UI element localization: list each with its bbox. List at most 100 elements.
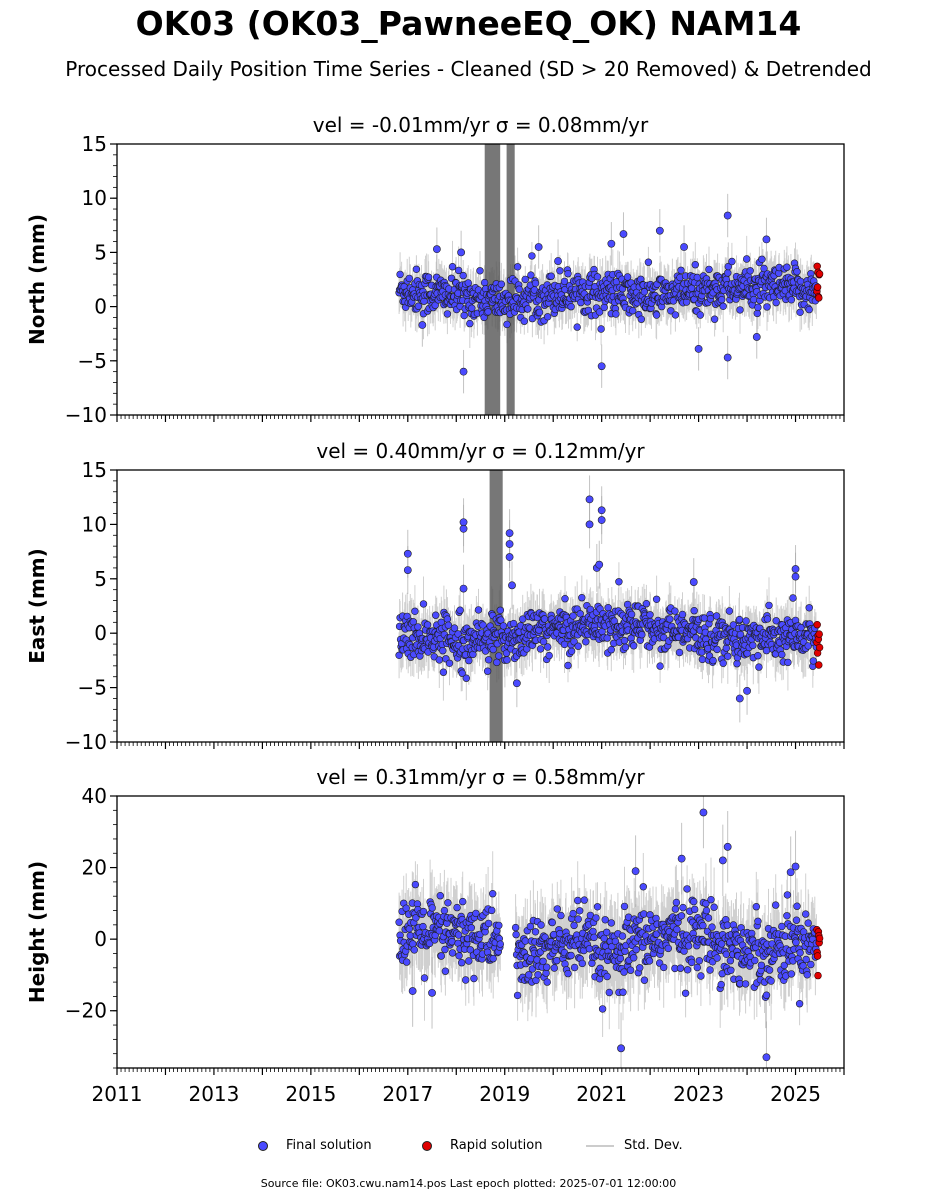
plot-area xyxy=(395,470,824,742)
x-axis: 2011 2013 2015 2017 2019 2021 2023 2025 xyxy=(92,1068,845,1106)
data-point xyxy=(736,630,745,639)
data-point xyxy=(671,905,680,913)
data-point xyxy=(483,667,492,675)
data-point xyxy=(574,642,582,650)
legend-rapid-label: Rapid solution xyxy=(450,1138,543,1153)
data-point xyxy=(582,638,590,646)
y-tick-label: 20 xyxy=(82,856,107,880)
outlier-point xyxy=(631,867,640,876)
data-point xyxy=(556,929,564,938)
y-tick-label: 0 xyxy=(94,295,107,319)
data-point xyxy=(479,621,487,629)
data-point xyxy=(620,902,629,911)
data-point xyxy=(444,621,453,629)
outlier-point xyxy=(459,518,468,527)
data-point xyxy=(778,922,786,931)
data-point xyxy=(728,257,736,266)
data-point xyxy=(574,915,582,923)
outlier-point xyxy=(505,553,514,561)
data-point xyxy=(524,305,532,313)
data-point xyxy=(697,972,705,980)
y-tick-label: 5 xyxy=(94,567,107,591)
data-point xyxy=(691,261,699,269)
legend-std-label: Std. Dev. xyxy=(624,1138,683,1153)
data-point xyxy=(750,295,758,304)
data-point xyxy=(678,610,687,619)
data-point xyxy=(787,296,796,304)
data-point xyxy=(639,883,647,891)
data-point xyxy=(495,652,503,660)
data-point xyxy=(604,603,612,612)
data-point xyxy=(419,600,428,608)
plot-area xyxy=(395,796,824,1068)
data-point xyxy=(787,970,796,978)
data-point xyxy=(542,963,551,971)
plot-frame xyxy=(116,469,845,743)
data-point xyxy=(465,656,473,665)
y-tick-label: −5 xyxy=(78,676,107,700)
outlier-point xyxy=(505,529,514,538)
data-point xyxy=(603,634,611,642)
data-point xyxy=(752,902,760,911)
data-point xyxy=(470,974,478,983)
outlier-point xyxy=(735,694,744,703)
data-point xyxy=(724,652,732,660)
data-point xyxy=(484,919,493,928)
data-point xyxy=(424,273,433,281)
data-point xyxy=(736,306,744,314)
data-point xyxy=(534,971,542,979)
data-point xyxy=(443,310,452,318)
data-point xyxy=(537,921,545,929)
data-point xyxy=(432,611,440,619)
legend-rapid-marker xyxy=(422,1140,432,1151)
outlier-point xyxy=(762,235,771,244)
outlier-point xyxy=(534,243,543,251)
data-point xyxy=(528,252,536,260)
data-point xyxy=(620,636,629,645)
data-point xyxy=(503,320,511,329)
data-point xyxy=(652,595,661,603)
y-tick-label: −20 xyxy=(65,999,107,1023)
data-point xyxy=(569,909,577,918)
data-point xyxy=(762,991,771,999)
data-point xyxy=(569,612,577,620)
outlier-point xyxy=(752,333,761,341)
panel-2: −10 −5 0 5 10 15 East (mm) vel = 0.40mm/yr σ = … xyxy=(25,439,845,754)
y-tick-label: 10 xyxy=(82,512,107,536)
data-point xyxy=(723,921,731,929)
data-point xyxy=(602,928,611,936)
data-point xyxy=(683,885,691,893)
data-point xyxy=(441,967,450,975)
data-point xyxy=(767,977,775,985)
data-point xyxy=(436,891,444,900)
outlier-point xyxy=(597,516,606,524)
data-point xyxy=(511,923,520,932)
data-point xyxy=(509,619,518,628)
data-point xyxy=(405,925,413,933)
outlier-point xyxy=(723,353,732,362)
data-point xyxy=(789,594,797,602)
legend: Final solution Rapid solution Std. Dev. xyxy=(0,1138,937,1158)
data-point xyxy=(629,954,638,962)
data-point xyxy=(629,642,638,650)
data-point xyxy=(440,906,449,915)
data-point xyxy=(637,315,645,323)
data-point xyxy=(459,271,467,280)
data-point xyxy=(727,966,735,974)
data-point xyxy=(499,622,508,630)
outlier-point xyxy=(585,520,594,529)
y-tick-label: −10 xyxy=(65,403,107,427)
data-point xyxy=(623,273,632,281)
data-point xyxy=(696,311,704,319)
outlier-point xyxy=(699,808,708,817)
data-point xyxy=(600,303,608,312)
data-point xyxy=(462,674,470,682)
data-point xyxy=(802,955,810,964)
data-point xyxy=(550,964,558,972)
data-point xyxy=(454,266,463,275)
y-axis-label: Height (mm) xyxy=(25,861,49,1003)
data-point xyxy=(742,617,750,625)
data-point xyxy=(468,304,476,312)
data-point xyxy=(536,645,545,653)
data-point xyxy=(706,966,714,974)
